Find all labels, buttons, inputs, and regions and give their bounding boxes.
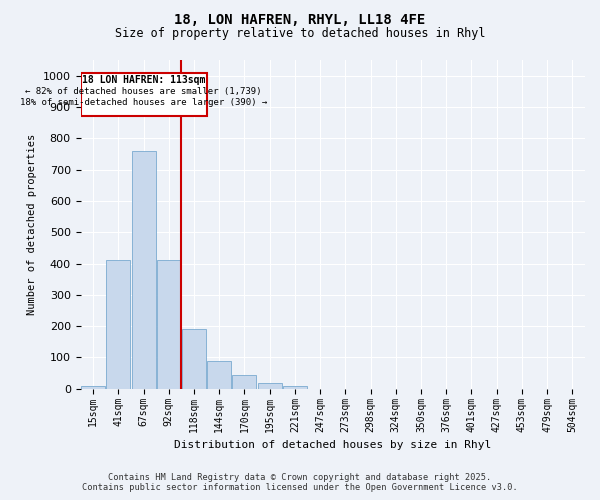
Bar [157, 260, 181, 389]
Bar [106, 260, 130, 389]
X-axis label: Distribution of detached houses by size in Rhyl: Distribution of detached houses by size … [174, 440, 491, 450]
Bar [182, 330, 206, 389]
Y-axis label: Number of detached properties: Number of detached properties [27, 134, 37, 315]
Text: Size of property relative to detached houses in Rhyl: Size of property relative to detached ho… [115, 28, 485, 40]
Text: 18% of semi-detached houses are larger (390) →: 18% of semi-detached houses are larger (… [20, 98, 267, 107]
Text: 18, LON HAFREN, RHYL, LL18 4FE: 18, LON HAFREN, RHYL, LL18 4FE [175, 12, 425, 26]
Bar [81, 386, 105, 389]
Bar [283, 386, 307, 389]
Bar [207, 360, 231, 389]
Bar [131, 151, 155, 389]
Text: 18 LON HAFREN: 113sqm: 18 LON HAFREN: 113sqm [82, 76, 205, 86]
Text: Contains HM Land Registry data © Crown copyright and database right 2025.
Contai: Contains HM Land Registry data © Crown c… [82, 473, 518, 492]
Bar [232, 374, 256, 389]
Text: ← 82% of detached houses are smaller (1,739): ← 82% of detached houses are smaller (1,… [25, 87, 262, 96]
FancyBboxPatch shape [80, 72, 206, 117]
Bar [258, 382, 281, 389]
